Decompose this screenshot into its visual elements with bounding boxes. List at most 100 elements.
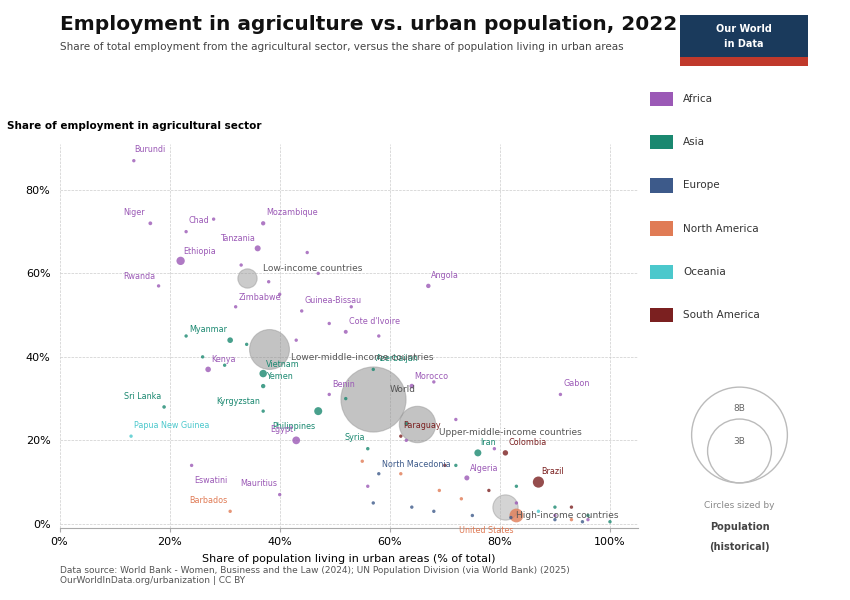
Point xyxy=(531,506,545,516)
Point xyxy=(262,277,275,287)
Point xyxy=(405,381,418,391)
Point xyxy=(355,457,369,466)
Text: Eswatini: Eswatini xyxy=(195,476,228,485)
Text: Iran: Iran xyxy=(480,437,496,446)
Text: Egypt: Egypt xyxy=(270,425,293,434)
Text: Guinea-Bissau: Guinea-Bissau xyxy=(304,296,361,305)
Point xyxy=(173,256,187,266)
Point xyxy=(300,248,314,257)
Text: Vietnam: Vietnam xyxy=(266,359,300,368)
Text: Cote d'Ivoire: Cote d'Ivoire xyxy=(348,317,400,326)
Point xyxy=(273,289,286,299)
Point xyxy=(289,436,303,445)
Text: Rwanda: Rwanda xyxy=(124,272,156,281)
Text: Colombia: Colombia xyxy=(508,437,547,446)
Text: Yemen: Yemen xyxy=(266,372,292,381)
Text: Asia: Asia xyxy=(683,137,706,147)
FancyBboxPatch shape xyxy=(680,57,807,66)
Point xyxy=(372,331,386,341)
Point xyxy=(449,415,462,424)
Text: Morocco: Morocco xyxy=(415,372,449,381)
Point xyxy=(179,227,193,236)
Point xyxy=(553,389,567,399)
Text: Africa: Africa xyxy=(683,94,713,104)
Text: Papua New Guinea: Papua New Guinea xyxy=(133,421,209,430)
Point xyxy=(262,344,275,353)
X-axis label: Share of population living in urban areas (% of total): Share of population living in urban area… xyxy=(201,554,496,564)
Text: Low-income countries: Low-income countries xyxy=(264,265,363,274)
Text: Our World: Our World xyxy=(716,24,772,34)
Point xyxy=(564,502,578,512)
Point xyxy=(488,444,502,454)
Point xyxy=(311,406,325,416)
Point xyxy=(207,214,220,224)
Point xyxy=(311,269,325,278)
Point xyxy=(257,381,270,391)
Text: United States: United States xyxy=(459,526,513,535)
Point xyxy=(460,473,473,483)
Point xyxy=(339,394,353,403)
Text: Barbados: Barbados xyxy=(190,496,228,505)
Point xyxy=(510,511,524,520)
Point xyxy=(427,506,440,516)
Point xyxy=(449,461,462,470)
Text: Azerbaijan: Azerbaijan xyxy=(376,354,419,363)
Text: Kenya: Kenya xyxy=(211,355,235,364)
Point xyxy=(179,331,193,341)
Point xyxy=(455,494,468,503)
Point xyxy=(433,485,446,495)
Text: Data source: World Bank - Women, Business and the Law (2024); UN Population Divi: Data source: World Bank - Women, Busines… xyxy=(60,566,570,585)
Text: Share of total employment from the agricultural sector, versus the share of popu: Share of total employment from the agric… xyxy=(60,42,623,52)
Point xyxy=(510,481,524,491)
Point xyxy=(366,394,380,403)
Point xyxy=(482,485,496,495)
Point xyxy=(229,302,242,311)
Point xyxy=(361,444,375,454)
Text: South America: South America xyxy=(683,310,760,320)
Point xyxy=(510,498,524,508)
Point xyxy=(411,419,424,428)
Text: Philippines: Philippines xyxy=(272,422,315,431)
Text: Share of employment in agricultural sector: Share of employment in agricultural sect… xyxy=(8,121,262,131)
Text: Mauritius: Mauritius xyxy=(240,479,277,488)
Text: North Macedonia: North Macedonia xyxy=(382,460,451,469)
Text: Chad: Chad xyxy=(189,217,210,226)
Text: Benin: Benin xyxy=(332,380,354,389)
Point xyxy=(251,244,264,253)
Point xyxy=(224,506,237,516)
Point xyxy=(548,511,562,520)
Point xyxy=(257,369,270,379)
Point xyxy=(422,281,435,291)
Point xyxy=(295,306,309,316)
Point xyxy=(144,218,157,228)
Point xyxy=(427,377,440,387)
Text: Population: Population xyxy=(710,521,769,532)
Text: Europe: Europe xyxy=(683,181,720,190)
FancyBboxPatch shape xyxy=(680,15,807,66)
Point xyxy=(581,515,595,524)
Point xyxy=(257,218,270,228)
Point xyxy=(531,477,545,487)
Point xyxy=(581,511,595,520)
Point xyxy=(504,513,518,523)
Point xyxy=(240,340,253,349)
Point xyxy=(372,469,386,479)
Text: Upper-middle-income countries: Upper-middle-income countries xyxy=(439,428,582,437)
Text: Sri Lanka: Sri Lanka xyxy=(124,392,162,401)
Point xyxy=(548,515,562,524)
Point xyxy=(257,406,270,416)
Text: Kyrgyzstan: Kyrgyzstan xyxy=(217,397,260,406)
Point xyxy=(499,448,513,458)
Point xyxy=(273,490,286,499)
Point xyxy=(466,511,479,520)
Text: Circles sized by: Circles sized by xyxy=(705,501,774,510)
Point xyxy=(400,436,413,445)
Text: Angola: Angola xyxy=(431,271,459,280)
Point xyxy=(344,302,358,311)
Text: Oceania: Oceania xyxy=(683,267,726,277)
Point xyxy=(400,419,413,428)
Point xyxy=(366,498,380,508)
Text: Tanzania: Tanzania xyxy=(220,235,255,244)
Point xyxy=(157,402,171,412)
Text: Mozambique: Mozambique xyxy=(266,208,318,217)
